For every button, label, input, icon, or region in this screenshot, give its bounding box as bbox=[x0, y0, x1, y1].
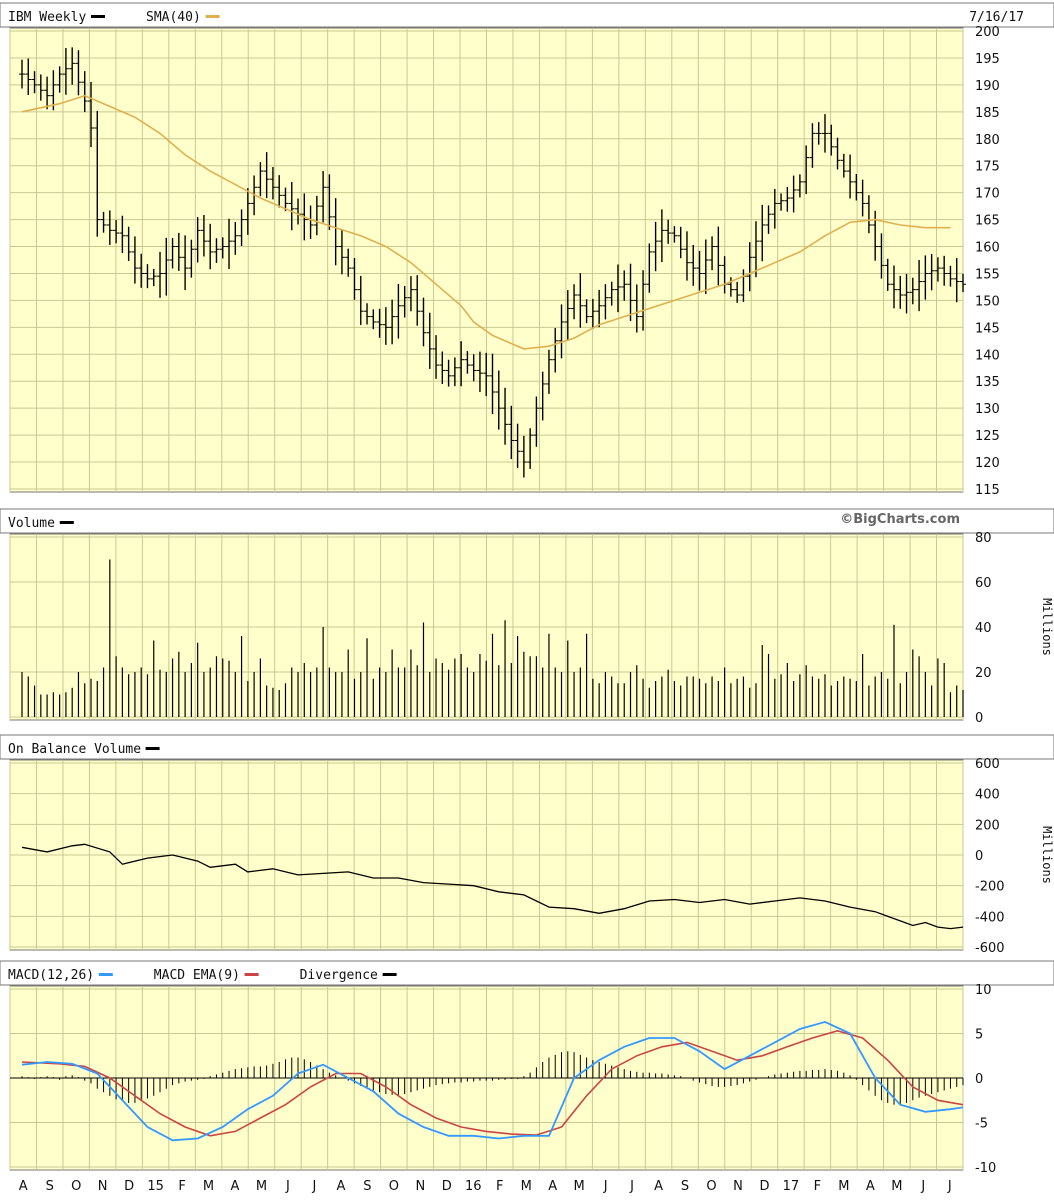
obv-unit-label: Millions bbox=[1040, 826, 1054, 884]
price-ytick-label: 125 bbox=[975, 429, 1000, 444]
price-ytick-label: 150 bbox=[975, 294, 1000, 309]
volume-legend-swatch bbox=[59, 521, 74, 524]
obv-ytick-label: -200 bbox=[975, 880, 1005, 895]
price-header bbox=[0, 2, 1054, 28]
volume-ytick-label: 40 bbox=[975, 621, 992, 636]
x-axis-label: N bbox=[733, 1179, 743, 1194]
price-legend-swatch bbox=[91, 15, 105, 18]
source-label: ©BigCharts.com bbox=[840, 512, 960, 527]
x-axis-label: S bbox=[681, 1179, 689, 1194]
volume-unit-label: Millions bbox=[1040, 598, 1054, 656]
volume-ytick-label: 0 bbox=[975, 711, 983, 726]
x-axis-label: M bbox=[521, 1179, 532, 1194]
x-axis-label: A bbox=[548, 1179, 557, 1194]
x-axis-label: F bbox=[814, 1179, 821, 1194]
macd-legend-label: MACD(12,26) bbox=[8, 968, 94, 983]
price-legend-label: IBM Weekly bbox=[8, 10, 86, 25]
x-axis-label: M bbox=[891, 1179, 902, 1194]
x-axis-label: D bbox=[759, 1179, 769, 1194]
price-ytick-label: 170 bbox=[975, 187, 1000, 202]
macd-ytick-label: -5 bbox=[975, 1117, 988, 1132]
x-axis-label: J bbox=[285, 1179, 290, 1194]
price-ytick-label: 175 bbox=[975, 160, 1000, 175]
obv-ytick-label: 400 bbox=[975, 788, 1000, 803]
x-axis-label: S bbox=[46, 1179, 54, 1194]
price-ytick-label: 190 bbox=[975, 79, 1000, 94]
obv-ytick-label: 0 bbox=[975, 849, 983, 864]
x-axis-label: J bbox=[920, 1179, 925, 1194]
price-ytick-label: 115 bbox=[975, 483, 1000, 498]
x-axis-label: J bbox=[947, 1179, 952, 1194]
macd-legend-swatch bbox=[244, 973, 259, 976]
x-axis-label: M bbox=[256, 1179, 267, 1194]
x-axis-label: M bbox=[203, 1179, 214, 1194]
x-axis-label: A bbox=[231, 1179, 240, 1194]
x-axis-label: A bbox=[19, 1179, 28, 1194]
price-legend-label: SMA(40) bbox=[146, 10, 201, 25]
volume-legend-label: Volume bbox=[8, 516, 55, 531]
obv-ytick-label: -400 bbox=[975, 910, 1005, 925]
chart-date: 7/16/17 bbox=[969, 10, 1024, 25]
price-ytick-label: 130 bbox=[975, 402, 1000, 417]
price-ytick-label: 145 bbox=[975, 321, 1000, 336]
x-axis-label: O bbox=[706, 1179, 716, 1194]
obv-ytick-label: 200 bbox=[975, 818, 1000, 833]
volume-ytick-label: 20 bbox=[975, 666, 992, 681]
price-ytick-label: 155 bbox=[975, 267, 1000, 282]
x-axis-label: J bbox=[603, 1179, 608, 1194]
x-axis-label: 16 bbox=[465, 1179, 482, 1194]
macd-legend-swatch bbox=[382, 973, 397, 976]
price-ytick-label: 140 bbox=[975, 348, 1000, 363]
price-ytick-label: 135 bbox=[975, 375, 1000, 390]
macd-legend-label: MACD EMA(9) bbox=[154, 968, 240, 983]
obv-ytick-label: -600 bbox=[975, 941, 1005, 956]
x-axis-label: O bbox=[389, 1179, 399, 1194]
price-ytick-label: 165 bbox=[975, 214, 1000, 229]
x-axis-label: J bbox=[312, 1179, 317, 1194]
macd-signal-line bbox=[21, 1029, 964, 1137]
macd-legend-label: Divergence bbox=[300, 968, 378, 983]
volume-header bbox=[0, 508, 1054, 534]
macd-ytick-label: -10 bbox=[975, 1161, 996, 1176]
price-ytick-label: 200 bbox=[975, 25, 1000, 40]
x-axis-label: S bbox=[363, 1179, 371, 1194]
x-axis-label: O bbox=[71, 1179, 81, 1194]
obv-line bbox=[21, 843, 964, 930]
macd-header bbox=[0, 960, 1054, 986]
x-axis-label: A bbox=[654, 1179, 663, 1194]
x-axis-label: N bbox=[415, 1179, 425, 1194]
x-axis-label: A bbox=[866, 1179, 875, 1194]
macd-line bbox=[21, 1020, 964, 1142]
obv-header bbox=[0, 734, 1054, 760]
volume-ytick-label: 60 bbox=[975, 576, 992, 591]
x-axis-label: F bbox=[496, 1179, 503, 1194]
x-axis-label: A bbox=[336, 1179, 345, 1194]
price-ytick-label: 180 bbox=[975, 133, 1000, 148]
macd-ytick-label: 5 bbox=[975, 1028, 983, 1043]
macd-legend-swatch bbox=[98, 973, 113, 976]
x-axis-label: J bbox=[629, 1179, 634, 1194]
x-axis-label: 17 bbox=[783, 1179, 800, 1194]
price-ytick-label: 160 bbox=[975, 241, 1000, 256]
x-axis-label: M bbox=[838, 1179, 849, 1194]
price-ytick-label: 195 bbox=[975, 52, 1000, 67]
x-axis-label: N bbox=[98, 1179, 108, 1194]
macd-ytick-label: 10 bbox=[975, 983, 992, 998]
x-axis-label: F bbox=[178, 1179, 185, 1194]
price-ytick-label: 120 bbox=[975, 456, 1000, 471]
sma-line bbox=[21, 94, 951, 350]
obv-ytick-label: 600 bbox=[975, 757, 1000, 772]
price-legend-swatch bbox=[205, 15, 220, 18]
macd-ytick-label: 0 bbox=[975, 1072, 983, 1087]
price-ytick-label: 185 bbox=[975, 106, 1000, 121]
volume-ytick-label: 80 bbox=[975, 531, 992, 546]
x-axis-label: M bbox=[574, 1179, 585, 1194]
x-axis-label: D bbox=[124, 1179, 134, 1194]
x-axis-label: D bbox=[442, 1179, 452, 1194]
x-axis-label: 15 bbox=[147, 1179, 164, 1194]
obv-legend-label: On Balance Volume bbox=[8, 742, 141, 757]
obv-legend-swatch bbox=[145, 747, 160, 750]
